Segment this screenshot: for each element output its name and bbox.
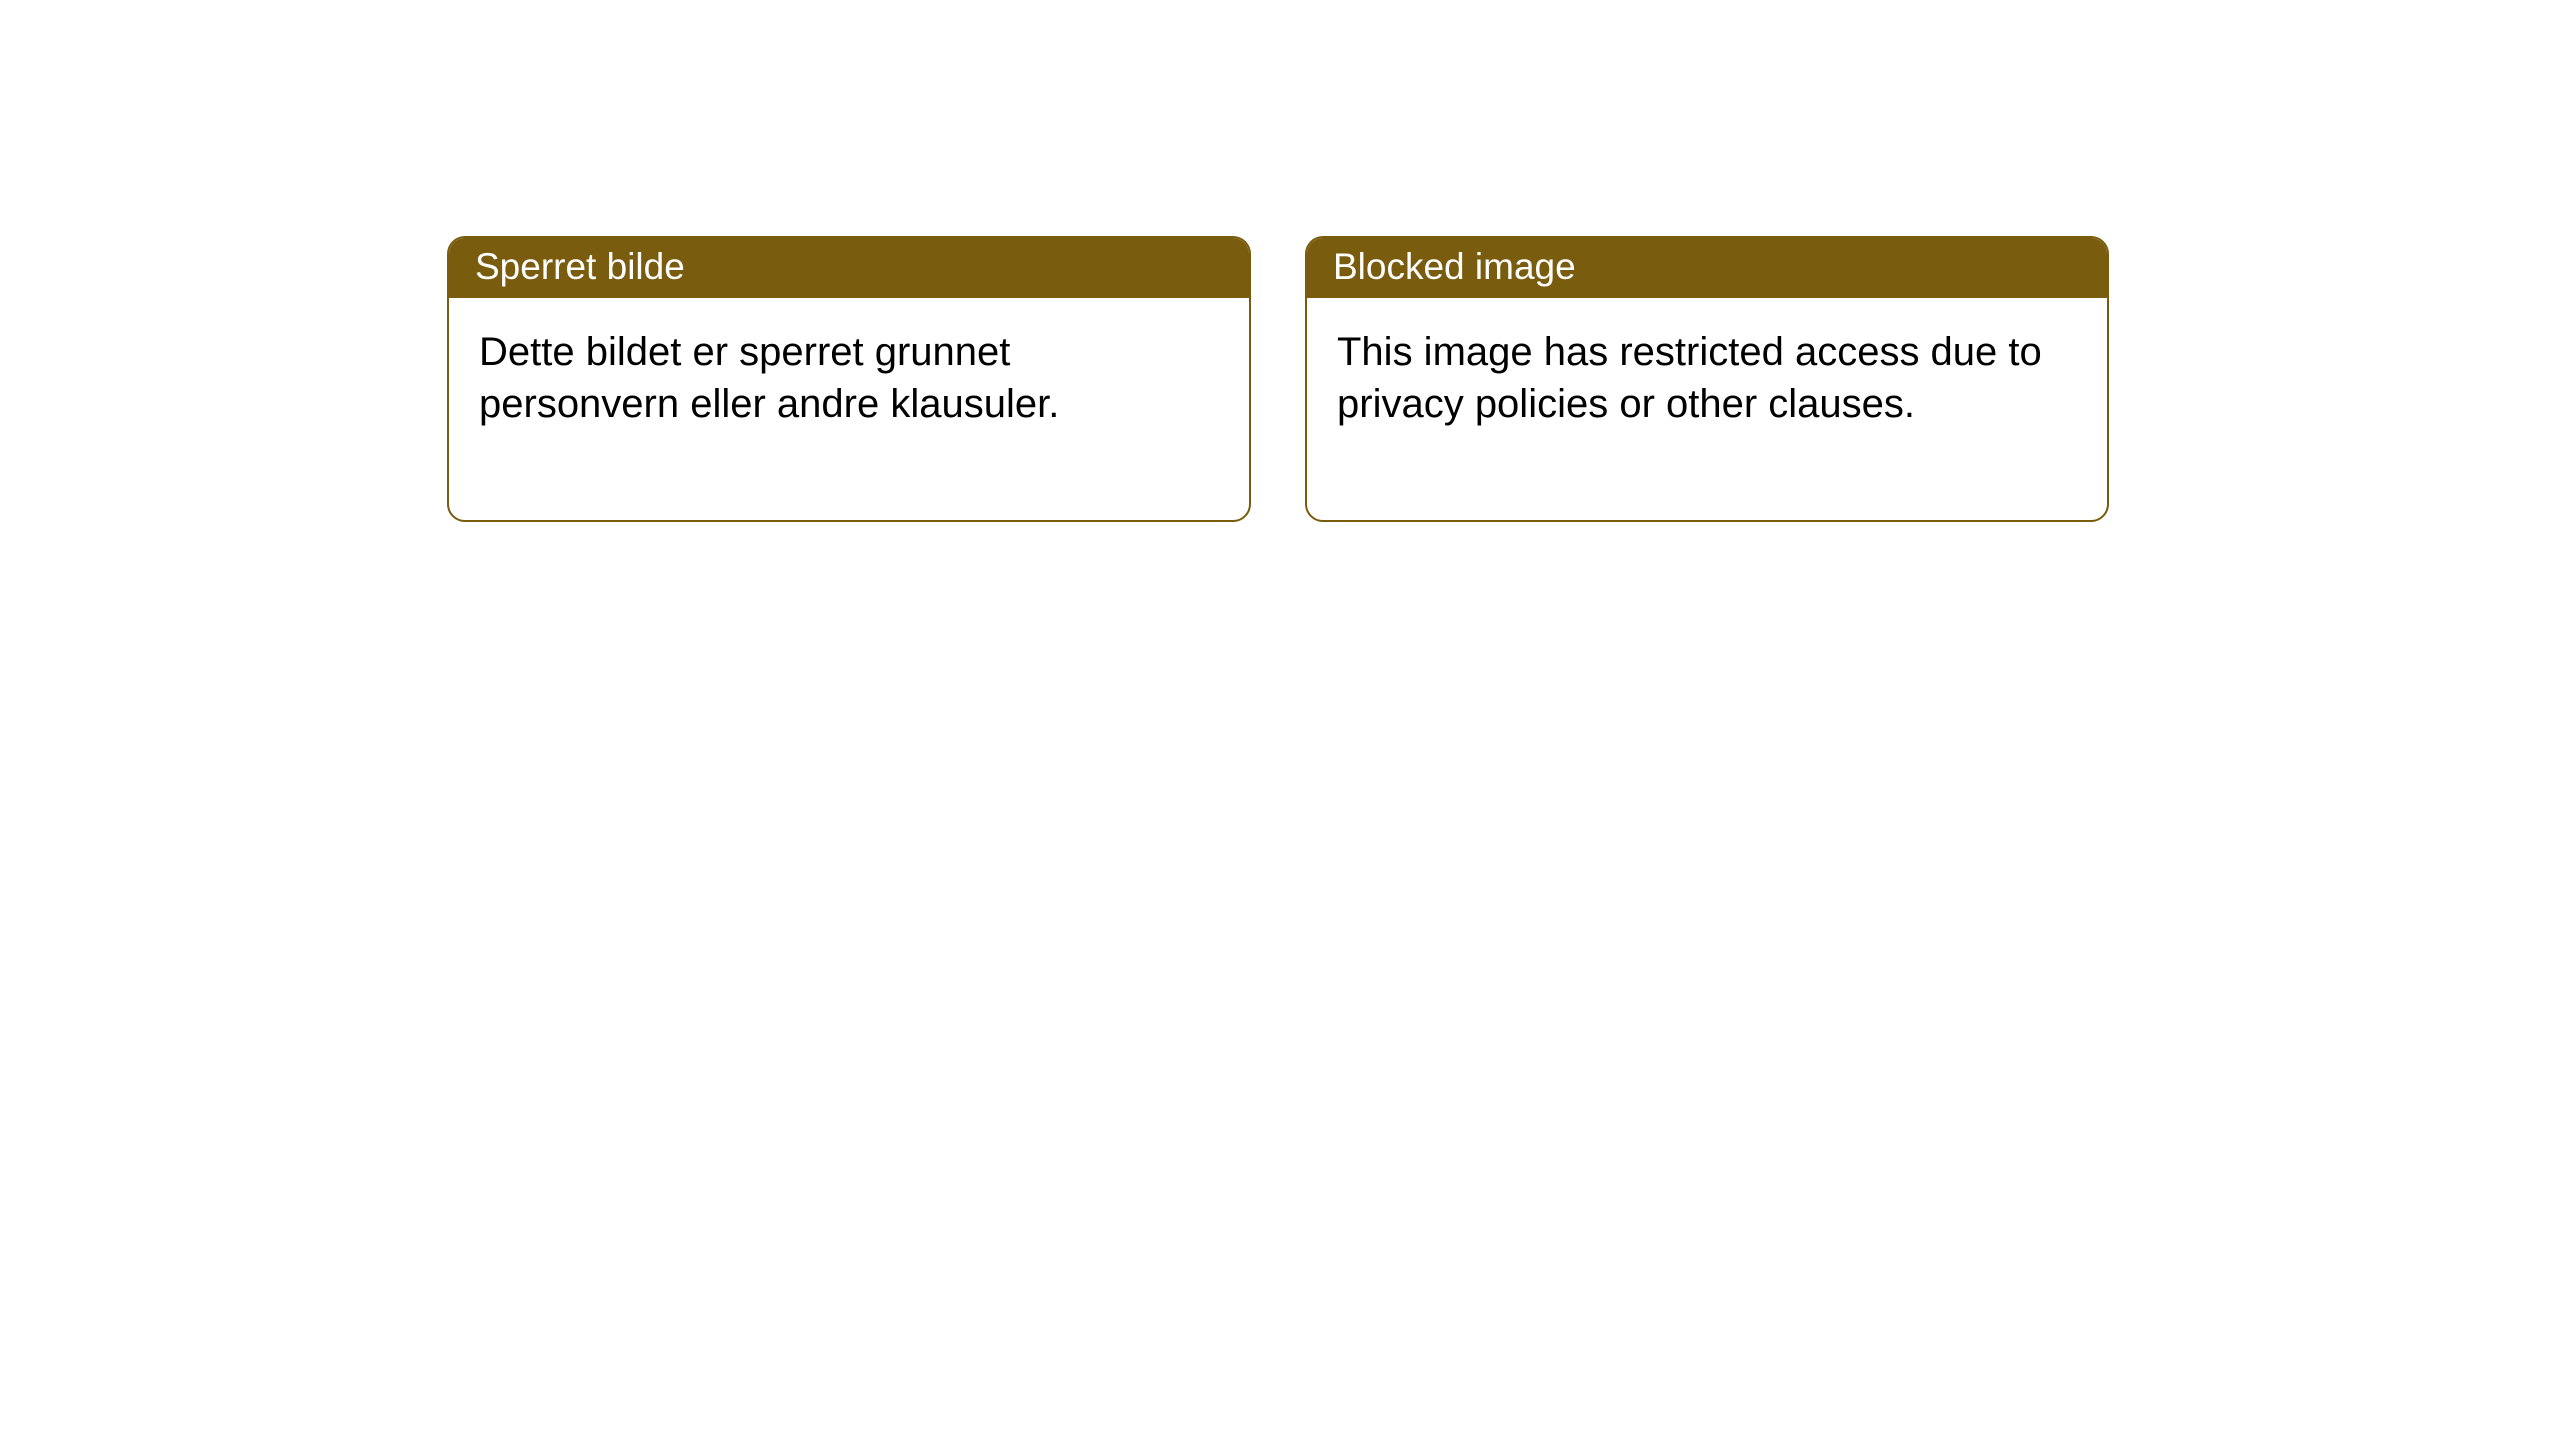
notice-card-english: Blocked image This image has restricted … — [1305, 236, 2109, 522]
card-header: Sperret bilde — [449, 238, 1249, 298]
notice-card-norwegian: Sperret bilde Dette bildet er sperret gr… — [447, 236, 1251, 522]
notice-container: Sperret bilde Dette bildet er sperret gr… — [447, 236, 2109, 522]
card-body: This image has restricted access due to … — [1307, 298, 2107, 520]
card-header: Blocked image — [1307, 238, 2107, 298]
card-body: Dette bildet er sperret grunnet personve… — [449, 298, 1249, 520]
